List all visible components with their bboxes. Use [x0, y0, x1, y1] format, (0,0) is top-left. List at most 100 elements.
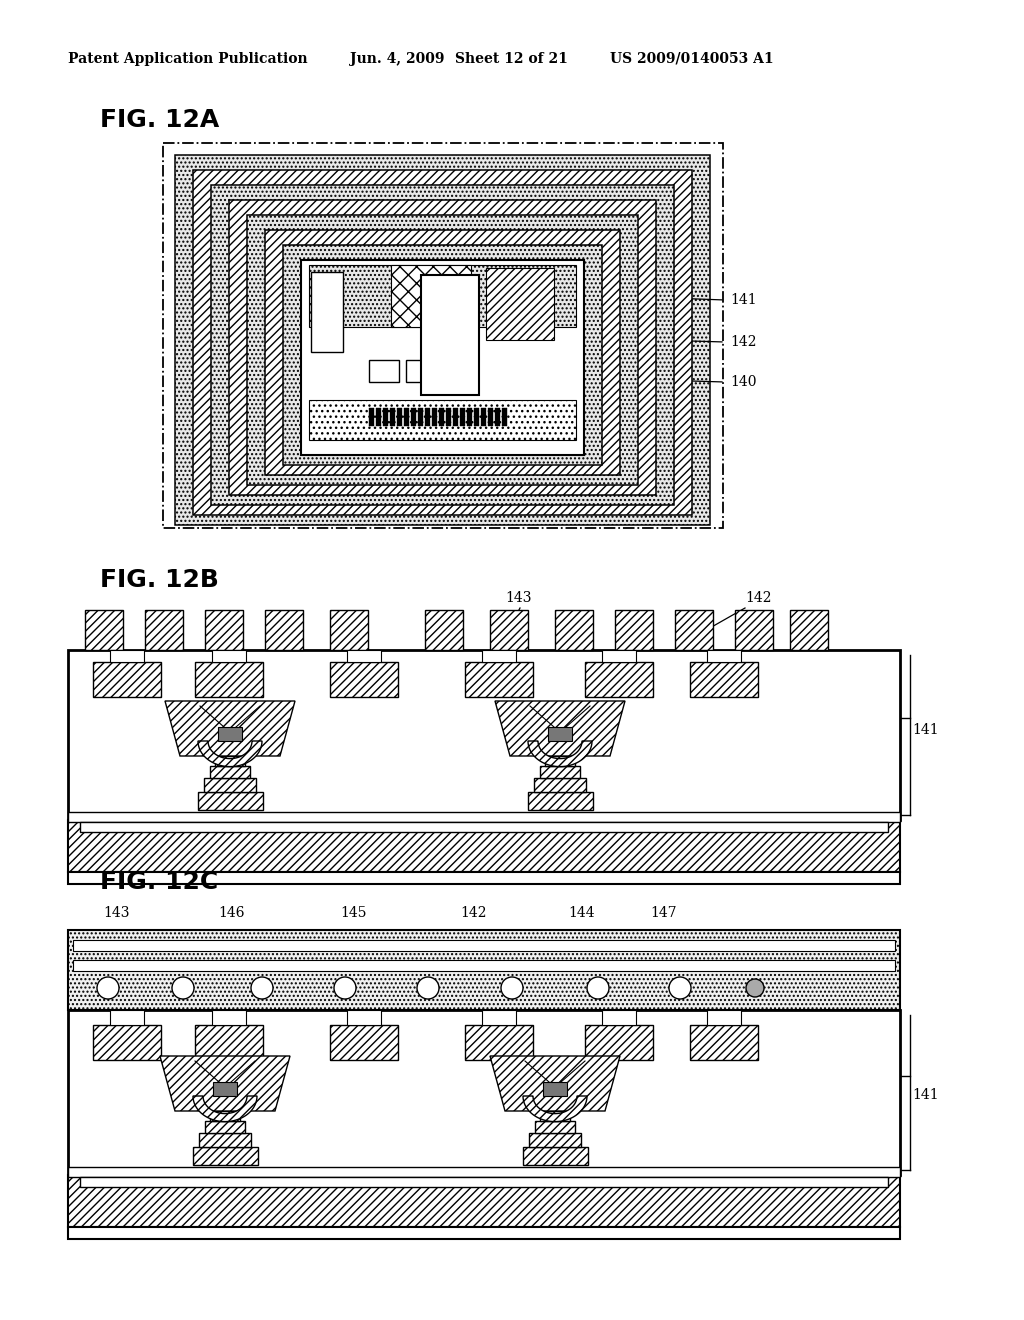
Bar — [330, 663, 398, 697]
Bar — [675, 610, 713, 649]
Circle shape — [417, 977, 439, 999]
Bar — [707, 1010, 741, 1026]
Text: 147: 147 — [650, 906, 677, 920]
Bar — [93, 1026, 161, 1060]
Bar — [482, 1010, 516, 1026]
Polygon shape — [528, 741, 592, 767]
Polygon shape — [160, 1056, 290, 1111]
Circle shape — [97, 977, 119, 999]
Bar — [391, 265, 471, 327]
Bar — [446, 408, 451, 426]
Text: 141: 141 — [912, 1088, 939, 1102]
Bar — [432, 408, 437, 426]
Bar — [205, 610, 243, 649]
Bar — [406, 360, 436, 381]
Text: Sheet 12 of 21: Sheet 12 of 21 — [455, 51, 568, 66]
Bar — [215, 756, 245, 766]
Bar — [195, 1026, 263, 1060]
Bar — [68, 1175, 900, 1228]
Bar — [163, 143, 723, 528]
Bar — [175, 154, 710, 525]
Bar — [383, 408, 388, 426]
Bar — [439, 408, 444, 426]
Bar — [460, 408, 465, 426]
Circle shape — [172, 977, 194, 999]
Bar — [309, 400, 575, 440]
Bar — [283, 246, 602, 465]
Bar — [73, 960, 895, 972]
Bar — [535, 1121, 575, 1133]
Text: 145: 145 — [340, 906, 367, 920]
Bar — [465, 663, 534, 697]
Bar — [543, 1082, 567, 1096]
Bar — [247, 215, 638, 484]
Bar — [453, 408, 458, 426]
Bar — [68, 1228, 900, 1239]
Bar — [68, 1010, 900, 1175]
Text: US 2009/0140053 A1: US 2009/0140053 A1 — [610, 51, 773, 66]
Circle shape — [587, 977, 609, 999]
Bar — [68, 931, 900, 1010]
Bar — [205, 1121, 245, 1133]
Bar — [213, 1082, 237, 1096]
Bar — [193, 1147, 258, 1166]
Polygon shape — [193, 1096, 257, 1122]
Bar — [193, 170, 692, 515]
Bar — [330, 610, 368, 649]
Polygon shape — [490, 1056, 620, 1111]
Bar — [465, 1026, 534, 1060]
Bar — [425, 610, 463, 649]
Bar — [311, 272, 343, 352]
Bar — [602, 1010, 636, 1026]
Bar — [425, 408, 430, 426]
Bar — [418, 408, 423, 426]
Bar — [397, 408, 402, 426]
Bar — [265, 230, 620, 475]
Bar — [68, 1167, 900, 1177]
Text: 140: 140 — [730, 375, 757, 389]
Bar — [93, 663, 161, 697]
Bar — [80, 822, 888, 832]
Bar — [110, 649, 144, 663]
Bar — [198, 792, 263, 810]
Polygon shape — [165, 701, 295, 756]
Bar — [195, 663, 263, 697]
Bar — [529, 1133, 581, 1147]
Polygon shape — [198, 741, 262, 767]
Text: 142: 142 — [730, 335, 757, 348]
Text: 143: 143 — [103, 906, 129, 920]
Text: 146: 146 — [218, 906, 245, 920]
Bar — [369, 360, 399, 381]
Bar — [421, 275, 479, 395]
Text: Jun. 4, 2009: Jun. 4, 2009 — [350, 51, 444, 66]
Text: Patent Application Publication: Patent Application Publication — [68, 51, 307, 66]
Text: 141: 141 — [912, 723, 939, 737]
Bar — [690, 663, 758, 697]
Bar — [309, 265, 575, 327]
Bar — [218, 727, 242, 741]
Bar — [301, 260, 584, 455]
Bar — [376, 408, 381, 426]
Bar — [411, 408, 416, 426]
Text: 143: 143 — [505, 591, 531, 605]
Polygon shape — [495, 701, 625, 756]
Bar — [585, 663, 653, 697]
Bar — [390, 408, 395, 426]
Bar — [330, 1026, 398, 1060]
Bar — [204, 777, 256, 792]
Bar — [229, 201, 656, 495]
Bar — [347, 1010, 381, 1026]
Circle shape — [746, 979, 764, 997]
Bar — [735, 610, 773, 649]
Bar — [68, 649, 900, 820]
Bar — [212, 649, 246, 663]
Circle shape — [669, 977, 691, 999]
Bar — [690, 1026, 758, 1060]
Bar — [615, 610, 653, 649]
Bar — [523, 1147, 588, 1166]
Bar — [707, 649, 741, 663]
Bar — [265, 610, 303, 649]
Bar — [486, 268, 554, 341]
Bar — [490, 610, 528, 649]
Bar — [540, 1111, 570, 1121]
